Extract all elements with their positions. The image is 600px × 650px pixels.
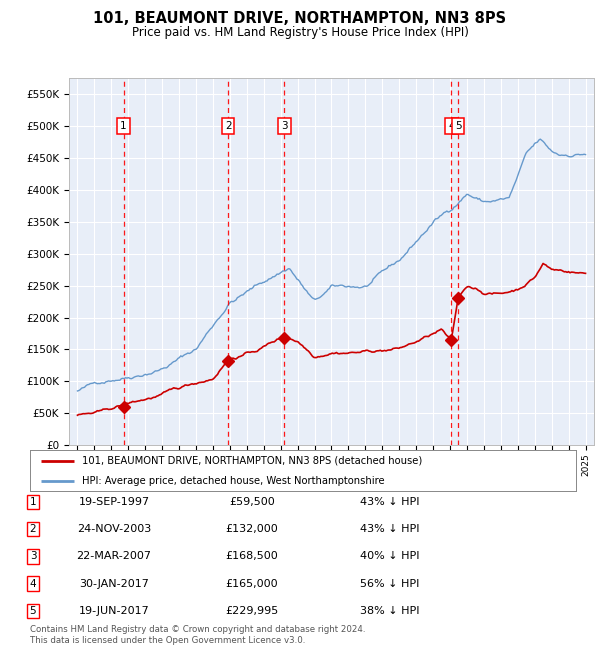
Text: £165,000: £165,000 bbox=[226, 578, 278, 589]
Text: 2: 2 bbox=[29, 524, 37, 534]
Text: 56% ↓ HPI: 56% ↓ HPI bbox=[360, 578, 419, 589]
Text: 19-SEP-1997: 19-SEP-1997 bbox=[79, 497, 149, 507]
Text: 101, BEAUMONT DRIVE, NORTHAMPTON, NN3 8PS (detached house): 101, BEAUMONT DRIVE, NORTHAMPTON, NN3 8P… bbox=[82, 456, 422, 465]
Text: 24-NOV-2003: 24-NOV-2003 bbox=[77, 524, 151, 534]
Text: 2: 2 bbox=[225, 121, 232, 131]
Text: 30-JAN-2017: 30-JAN-2017 bbox=[79, 578, 149, 589]
Text: 3: 3 bbox=[29, 551, 37, 562]
Text: HPI: Average price, detached house, West Northamptonshire: HPI: Average price, detached house, West… bbox=[82, 476, 385, 486]
Text: £59,500: £59,500 bbox=[229, 497, 275, 507]
Text: 5: 5 bbox=[455, 121, 461, 131]
Text: 40% ↓ HPI: 40% ↓ HPI bbox=[360, 551, 419, 562]
Text: 1: 1 bbox=[120, 121, 127, 131]
Text: 4: 4 bbox=[29, 578, 37, 589]
Text: 101, BEAUMONT DRIVE, NORTHAMPTON, NN3 8PS: 101, BEAUMONT DRIVE, NORTHAMPTON, NN3 8P… bbox=[94, 11, 506, 26]
Text: £229,995: £229,995 bbox=[226, 606, 278, 616]
Text: 3: 3 bbox=[281, 121, 288, 131]
Text: Price paid vs. HM Land Registry's House Price Index (HPI): Price paid vs. HM Land Registry's House … bbox=[131, 26, 469, 39]
Text: 19-JUN-2017: 19-JUN-2017 bbox=[79, 606, 149, 616]
Text: £132,000: £132,000 bbox=[226, 524, 278, 534]
Text: 38% ↓ HPI: 38% ↓ HPI bbox=[360, 606, 419, 616]
Text: 43% ↓ HPI: 43% ↓ HPI bbox=[360, 497, 419, 507]
Text: Contains HM Land Registry data © Crown copyright and database right 2024.
This d: Contains HM Land Registry data © Crown c… bbox=[30, 625, 365, 645]
Text: £168,500: £168,500 bbox=[226, 551, 278, 562]
Text: 1: 1 bbox=[29, 497, 37, 507]
Text: 5: 5 bbox=[29, 606, 37, 616]
Text: 43% ↓ HPI: 43% ↓ HPI bbox=[360, 524, 419, 534]
Text: 22-MAR-2007: 22-MAR-2007 bbox=[77, 551, 151, 562]
Text: 4: 4 bbox=[448, 121, 455, 131]
